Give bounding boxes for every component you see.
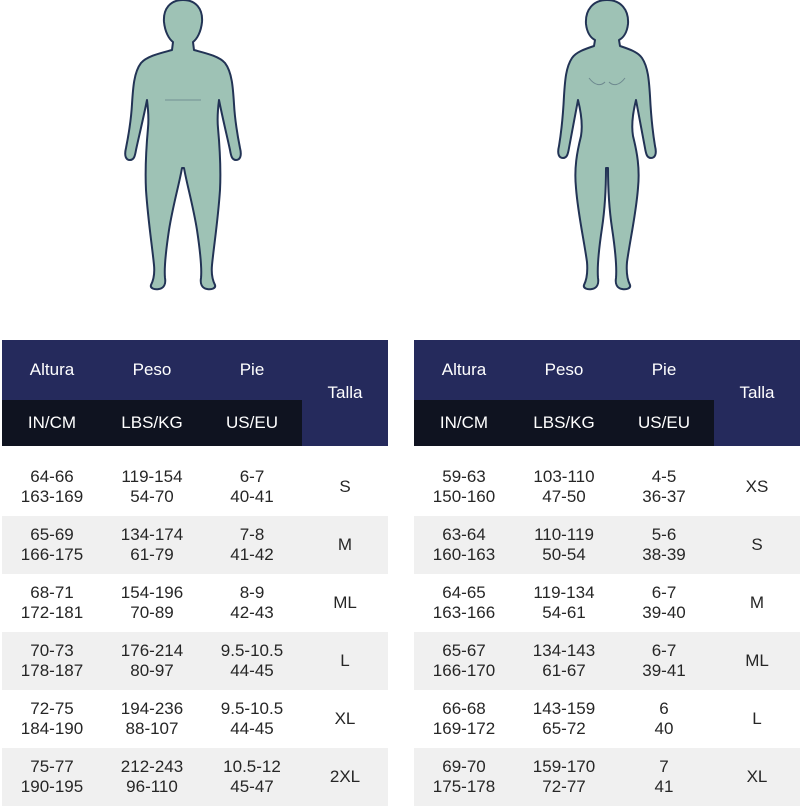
pie-cell: 7 41 — [614, 748, 714, 806]
table-row: 65-69 166-175 134-174 61-79 7-8 41-42 M — [2, 516, 388, 574]
unit-peso: LBS/KG — [102, 400, 202, 446]
pie-cell: 5-6 38-39 — [614, 516, 714, 574]
talla-cell: ML — [714, 632, 800, 690]
talla-cell: 2XL — [302, 748, 388, 806]
peso-cell: 103-110 47-50 — [514, 458, 614, 516]
male-body-figure — [121, 0, 245, 292]
altura-cell: 70-73 178-187 — [2, 632, 102, 690]
female-body-figure — [541, 0, 673, 292]
pie-cell: 7-8 41-42 — [202, 516, 302, 574]
table-row: 72-75 184-190 194-236 88-107 9.5-10.5 44-45… — [2, 690, 388, 748]
header-pie: Pie — [614, 340, 714, 400]
talla-cell: XS — [714, 458, 800, 516]
male-silhouette-icon — [124, 0, 242, 291]
peso-cell: 119-134 54-61 — [514, 574, 614, 632]
talla-cell: L — [302, 632, 388, 690]
header-talla: Talla — [714, 340, 800, 446]
altura-cell: 63-64 160-163 — [414, 516, 514, 574]
altura-cell: 64-65 163-166 — [414, 574, 514, 632]
table-row: 63-64 160-163 110-119 50-54 5-6 38-39 S — [414, 516, 800, 574]
pie-cell: 6 40 — [614, 690, 714, 748]
peso-cell: 176-214 80-97 — [102, 632, 202, 690]
men-size-table: Altura Peso Pie Talla IN/CM LBS/KG US/EU… — [2, 340, 388, 806]
talla-cell: S — [302, 458, 388, 516]
altura-cell: 64-66 163-169 — [2, 458, 102, 516]
table-row: 69-70 175-178 159-170 72-77 7 41 XL — [414, 748, 800, 806]
unit-peso: LBS/KG — [514, 400, 614, 446]
header-peso: Peso — [102, 340, 202, 400]
peso-cell: 159-170 72-77 — [514, 748, 614, 806]
talla-cell: M — [714, 574, 800, 632]
talla-cell: XL — [714, 748, 800, 806]
unit-pie: US/EU — [614, 400, 714, 446]
unit-pie: US/EU — [202, 400, 302, 446]
altura-cell: 69-70 175-178 — [414, 748, 514, 806]
altura-cell: 66-68 169-172 — [414, 690, 514, 748]
talla-cell: L — [714, 690, 800, 748]
table-row: 68-71 172-181 154-196 70-89 8-9 42-43 ML — [2, 574, 388, 632]
talla-cell: XL — [302, 690, 388, 748]
peso-cell: 143-159 65-72 — [514, 690, 614, 748]
header-pie: Pie — [202, 340, 302, 400]
talla-cell: ML — [302, 574, 388, 632]
peso-cell: 110-119 50-54 — [514, 516, 614, 574]
altura-cell: 65-69 166-175 — [2, 516, 102, 574]
talla-cell: S — [714, 516, 800, 574]
peso-cell: 134-174 61-79 — [102, 516, 202, 574]
altura-cell: 75-77 190-195 — [2, 748, 102, 806]
altura-cell: 68-71 172-181 — [2, 574, 102, 632]
peso-cell: 134-143 61-67 — [514, 632, 614, 690]
pie-cell: 6-7 40-41 — [202, 458, 302, 516]
table-row: 64-65 163-166 119-134 54-61 6-7 39-40 M — [414, 574, 800, 632]
pie-cell: 4-5 36-37 — [614, 458, 714, 516]
peso-cell: 154-196 70-89 — [102, 574, 202, 632]
header-talla: Talla — [302, 340, 388, 446]
unit-altura: IN/CM — [2, 400, 102, 446]
pie-cell: 6-7 39-40 — [614, 574, 714, 632]
table-row: 64-66 163-169 119-154 54-70 6-7 40-41 S — [2, 458, 388, 516]
unit-altura: IN/CM — [414, 400, 514, 446]
female-silhouette-icon — [557, 0, 657, 291]
pie-cell: 10.5-12 45-47 — [202, 748, 302, 806]
table-row: 70-73 178-187 176-214 80-97 9.5-10.5 44-45 … — [2, 632, 388, 690]
peso-cell: 212-243 96-110 — [102, 748, 202, 806]
altura-cell: 59-63 150-160 — [414, 458, 514, 516]
header-peso: Peso — [514, 340, 614, 400]
header-altura: Altura — [414, 340, 514, 400]
table-row: 66-68 169-172 143-159 65-72 6 40 L — [414, 690, 800, 748]
peso-cell: 119-154 54-70 — [102, 458, 202, 516]
peso-cell: 194-236 88-107 — [102, 690, 202, 748]
header-altura: Altura — [2, 340, 102, 400]
table-row: 59-63 150-160 103-110 47-50 4-5 36-37 XS — [414, 458, 800, 516]
table-row: 75-77 190-195 212-243 96-110 10.5-12 45-47 … — [2, 748, 388, 806]
pie-cell: 8-9 42-43 — [202, 574, 302, 632]
pie-cell: 9.5-10.5 44-45 — [202, 690, 302, 748]
table-row: 65-67 166-170 134-143 61-67 6-7 39-41 ML — [414, 632, 800, 690]
women-size-table: Altura Peso Pie Talla IN/CM LBS/KG US/EU… — [414, 340, 800, 806]
pie-cell: 6-7 39-41 — [614, 632, 714, 690]
talla-cell: M — [302, 516, 388, 574]
altura-cell: 72-75 184-190 — [2, 690, 102, 748]
altura-cell: 65-67 166-170 — [414, 632, 514, 690]
pie-cell: 9.5-10.5 44-45 — [202, 632, 302, 690]
